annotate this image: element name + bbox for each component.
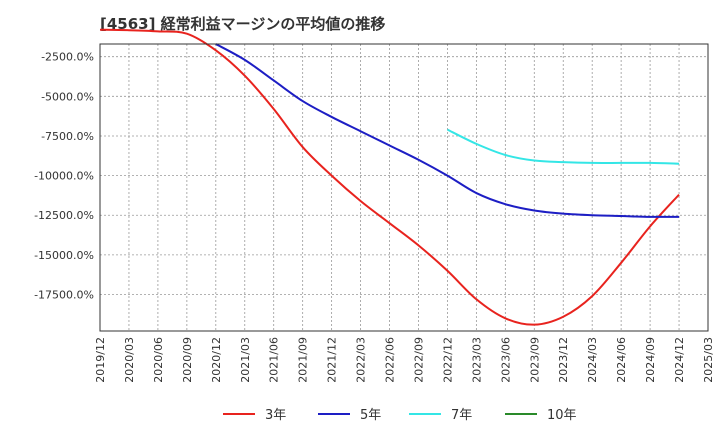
x-tick-label: 2023/09 — [528, 337, 541, 383]
x-tick-label: 2023/06 — [499, 337, 512, 383]
x-tick-label: 2021/03 — [239, 337, 252, 383]
grid — [100, 44, 708, 331]
y-tick-label: -7500.0% — [41, 130, 94, 143]
x-tick-label: 2019/12 — [94, 337, 107, 383]
x-tick-label: 2022/06 — [384, 337, 397, 383]
x-tick-label: 2024/06 — [615, 337, 628, 383]
x-tick-label: 2021/06 — [268, 337, 281, 383]
plot-frame — [99, 43, 709, 332]
x-axis-ticks: 2019/12 2020/03 2020/06 2020/09 2020/12 2021/… — [94, 337, 715, 383]
x-tick-label: 2022/12 — [441, 337, 454, 383]
series-line-0 — [99, 28, 680, 326]
y-tick-label: -10000.0% — [34, 170, 94, 183]
legend-label: 10年 — [547, 408, 577, 423]
y-tick-label: -15000.0% — [34, 249, 94, 262]
x-tick-label: 2022/09 — [412, 337, 425, 383]
x-tick-label: 2020/09 — [181, 337, 194, 383]
x-tick-label: 2024/09 — [644, 337, 657, 383]
y-tick-label: -5000.0% — [41, 90, 94, 103]
x-tick-label: 2023/03 — [470, 337, 483, 383]
y-tick-label: -2500.0% — [41, 51, 94, 64]
series-line-1 — [215, 43, 680, 218]
y-tick-label: -12500.0% — [34, 209, 94, 222]
x-tick-label: 2023/12 — [557, 337, 570, 383]
series-line-2 — [446, 128, 680, 165]
y-tick-label: -17500.0% — [34, 289, 94, 302]
x-tick-label: 2020/06 — [152, 337, 165, 383]
series-lines — [99, 28, 680, 326]
x-tick-label: 2020/12 — [210, 337, 223, 383]
x-tick-label: 2021/12 — [326, 337, 339, 383]
x-tick-label: 2022/03 — [355, 337, 368, 383]
legend-label: 5年 — [360, 408, 381, 423]
x-tick-label: 2024/03 — [586, 337, 599, 383]
x-tick-label: 2020/03 — [123, 337, 136, 383]
chart-title: [4563] 経常利益マージンの平均値の推移 — [100, 15, 385, 33]
legend-label: 3年 — [265, 408, 286, 423]
x-tick-label: 2021/09 — [297, 337, 310, 383]
legend-label: 7年 — [451, 408, 472, 423]
y-axis-ticks: -2500.0% -5000.0% -7500.0% -10000.0% -12500.… — [34, 51, 94, 302]
x-tick-label: 2024/12 — [673, 337, 686, 383]
x-tick-label: 2025/03 — [702, 337, 715, 383]
legend: 3年 5年 7年 10年 — [223, 408, 577, 423]
